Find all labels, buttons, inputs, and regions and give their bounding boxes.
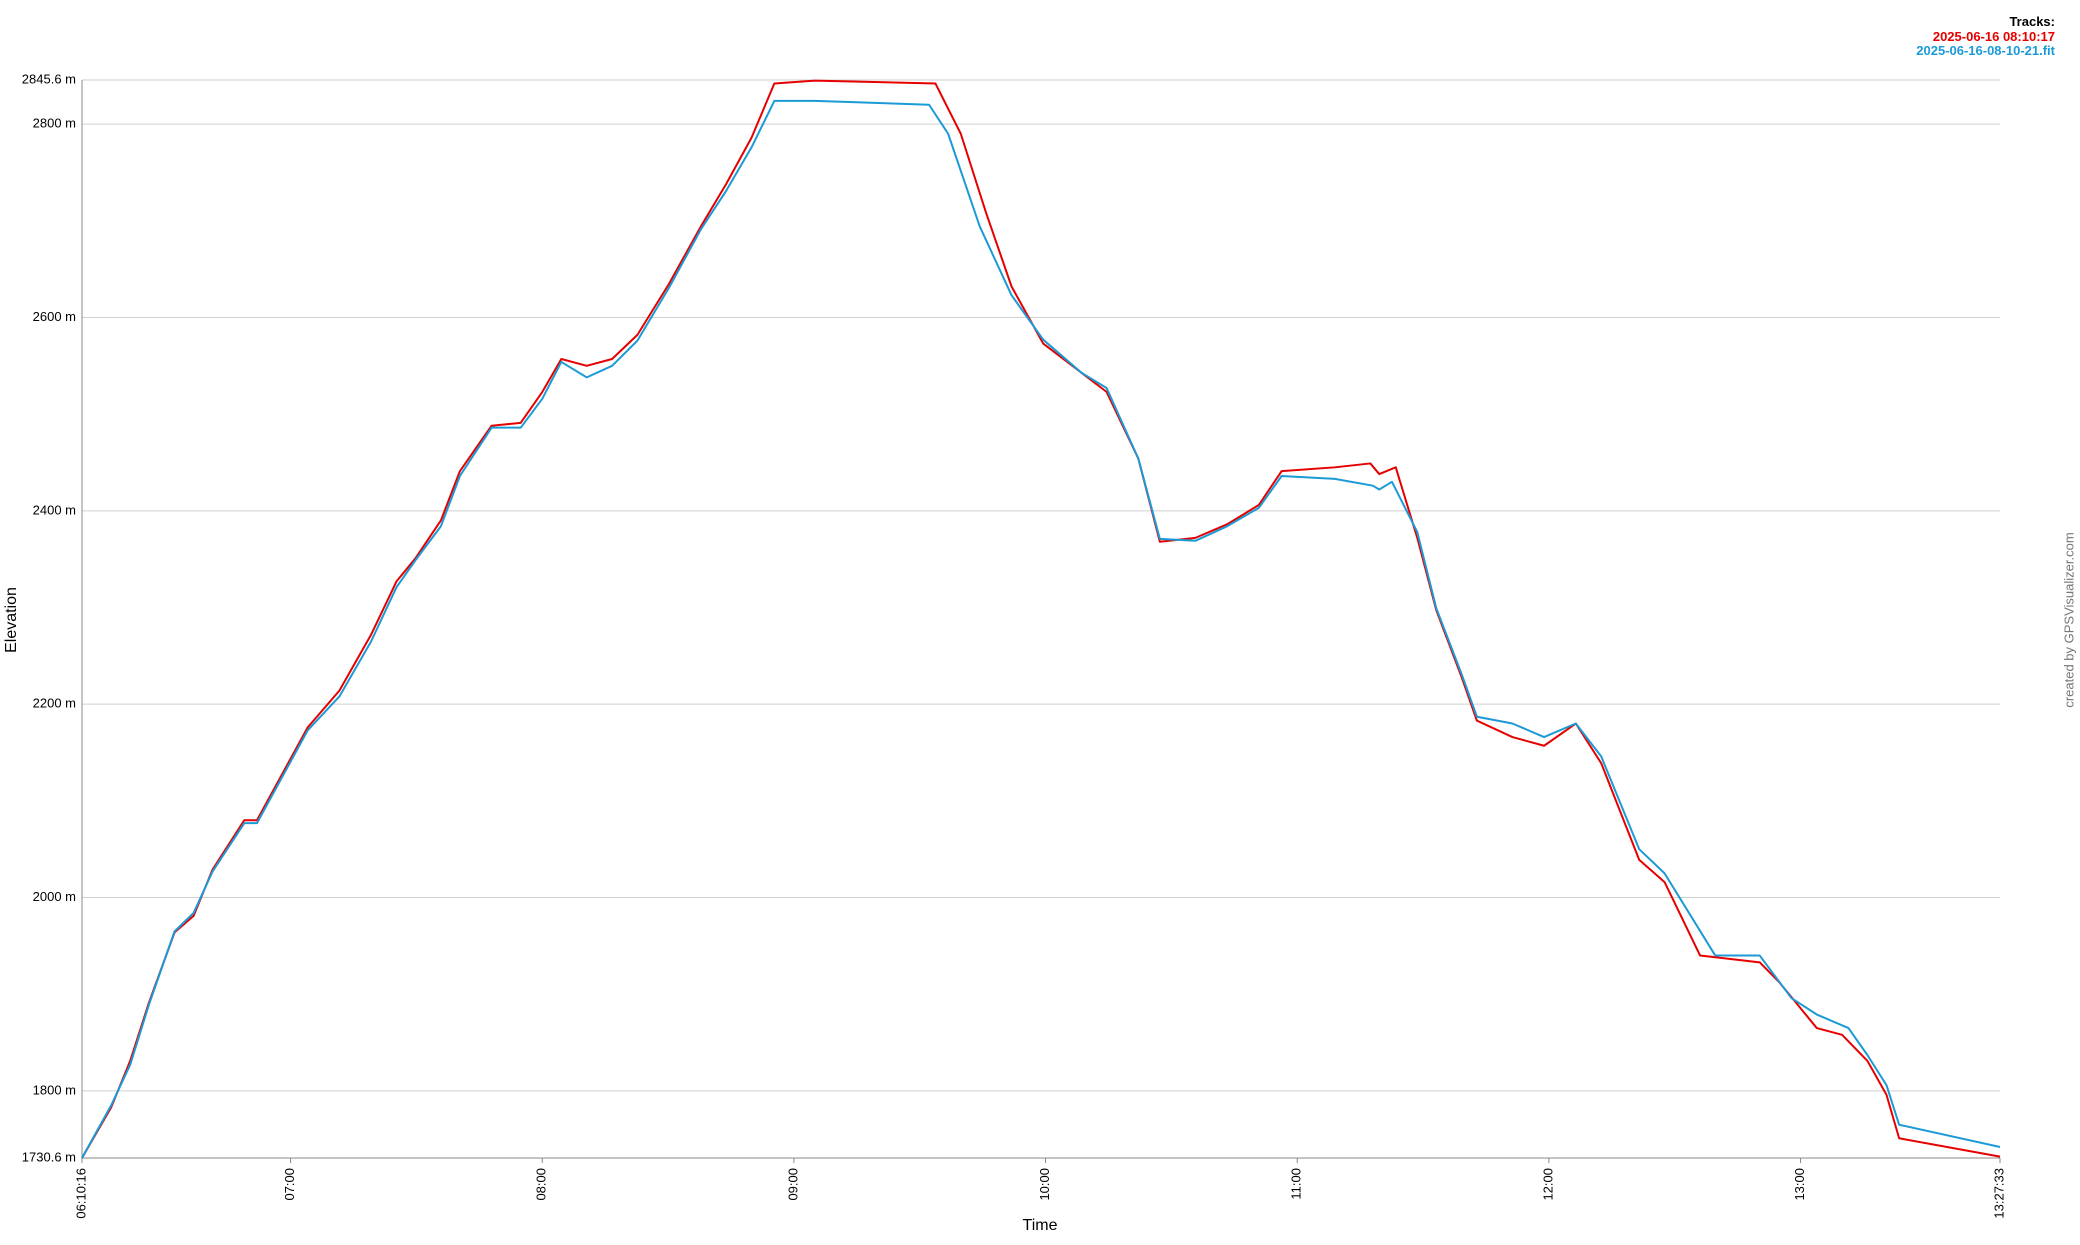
y-tick-label: 2845.6 m	[22, 71, 76, 86]
credit: created by GPSVisualizer.com	[2061, 532, 2076, 707]
x-tick-label: 06:10:16	[73, 1168, 88, 1219]
legend-entry: 2025-06-16 08:10:17	[1933, 29, 2055, 44]
x-tick-label: 08:00	[534, 1168, 549, 1201]
y-tick-label: 1800 m	[33, 1082, 76, 1097]
x-tick-label: 09:00	[785, 1168, 800, 1201]
legend-entry: 2025-06-16-08-10-21.fit	[1916, 43, 2055, 58]
x-tick-label: 10:00	[1037, 1168, 1052, 1201]
elevation-line	[81, 99, 2001, 1159]
elevation-line	[81, 79, 2001, 1159]
x-axis-title: Time	[1023, 1217, 1058, 1234]
x-tick-label: 13:27:33	[1991, 1168, 2006, 1219]
x-tick-label: 12:00	[1540, 1168, 1555, 1201]
y-tick-label: 2400 m	[33, 502, 76, 517]
legend-title: Tracks:	[2009, 14, 2055, 29]
x-tick-label: 07:00	[282, 1168, 297, 1201]
x-tick-label: 13:00	[1792, 1168, 1807, 1201]
y-tick-label: 2600 m	[33, 309, 76, 324]
y-tick-label: 1730.6 m	[22, 1149, 76, 1164]
y-tick-label: 2200 m	[33, 696, 76, 711]
y-tick-label: 2800 m	[33, 116, 76, 131]
x-tick-label: 11:00	[1289, 1168, 1304, 1200]
y-tick-label: 2000 m	[33, 889, 76, 904]
y-axis-title: Elevation	[3, 587, 20, 653]
